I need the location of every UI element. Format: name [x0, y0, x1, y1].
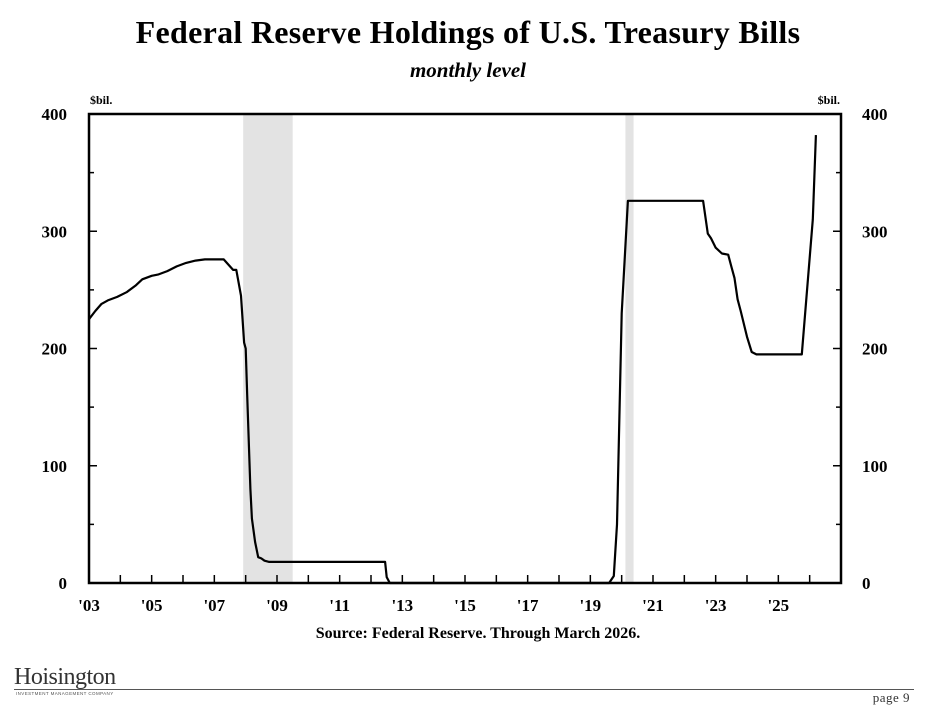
x-tick-label: '23 — [705, 596, 727, 615]
y-tick-label-right: 400 — [862, 105, 888, 124]
y-tick-label-left: 300 — [42, 222, 68, 241]
footer-divider — [14, 689, 914, 690]
x-tick-label: '03 — [78, 596, 100, 615]
x-tick-label: '09 — [266, 596, 288, 615]
y-tick-label-right: 300 — [862, 222, 888, 241]
chart-subtitle: monthly level — [409, 58, 527, 82]
x-tick-label: '13 — [391, 596, 413, 615]
y-tick-label-right: 200 — [862, 340, 888, 359]
recession-shading-layer — [243, 114, 634, 583]
y-axis-label-left: $bil. — [90, 93, 112, 107]
y-tick-label-left: 100 — [42, 457, 68, 476]
y-axis-label-right: $bil. — [818, 93, 840, 107]
source-note: Source: Federal Reserve. Through March 2… — [315, 625, 641, 642]
axis-ticks-layer — [88, 113, 842, 584]
axis-labels-layer: 0 0 100 100 200 200 300 300 400 400 $bil. $bil. '03 '… — [42, 93, 888, 615]
x-tick-label: '25 — [767, 596, 789, 615]
y-tick-label-right: 0 — [862, 574, 871, 593]
y-tick-label-left: 0 — [59, 574, 68, 593]
x-tick-label: '17 — [517, 596, 539, 615]
series-layer — [88, 135, 817, 585]
y-tick-label-right: 100 — [862, 457, 888, 476]
chart-title: Federal Reserve Holdings of U.S. Treasur… — [135, 14, 801, 50]
x-tick-label: '07 — [203, 596, 225, 615]
x-tick-label: '19 — [579, 596, 601, 615]
series-line-0 — [88, 135, 817, 585]
x-tick-label: '15 — [454, 596, 476, 615]
recession-band-1 — [625, 114, 634, 583]
x-tick-label: '05 — [141, 596, 163, 615]
page-number: page 9 — [872, 690, 910, 705]
company-logo: Hoisington — [14, 664, 116, 690]
plot-frame — [87, 112, 843, 585]
company-logo-tagline: INVESTMENT MANAGEMENT COMPANY — [16, 691, 114, 696]
y-tick-label-left: 200 — [42, 340, 68, 359]
x-tick-label: '11 — [329, 596, 350, 615]
x-tick-label: '21 — [642, 596, 664, 615]
y-tick-label-left: 400 — [42, 105, 68, 124]
